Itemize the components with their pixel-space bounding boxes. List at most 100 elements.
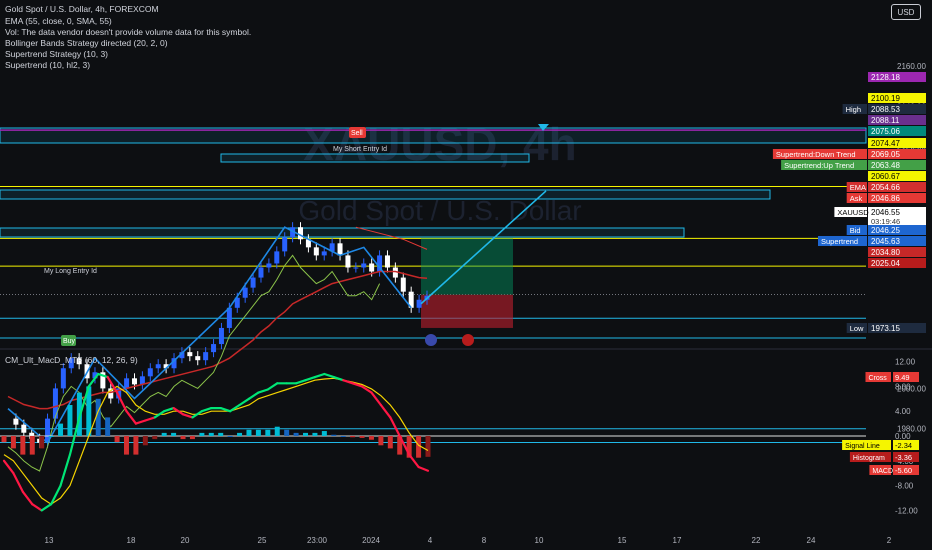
time-tick: 22 — [752, 536, 761, 545]
price-label-name-box — [781, 160, 867, 170]
price-label-box — [868, 72, 926, 82]
indicator-volume[interactable]: Vol: The data vendor doesn't provide vol… — [5, 27, 252, 37]
short-entry-label: My Short Entry Id — [333, 146, 387, 153]
macd-line-segment — [247, 391, 260, 400]
price-label-value: 1973.15 — [871, 324, 900, 333]
candle-body — [258, 267, 264, 278]
supertrend-up-line — [7, 254, 381, 472]
indicator-supertrend[interactable]: Supertrend (10, hl2, 3) — [5, 60, 91, 70]
macd-line-segment — [351, 382, 364, 388]
candle-body — [313, 247, 319, 256]
price-label-value: 2054.66 — [871, 183, 900, 192]
stop-zone — [421, 294, 513, 328]
trend-arrow-head — [538, 124, 549, 131]
price-label-value: 2045.63 — [871, 237, 900, 246]
macd-histogram-bar — [180, 436, 186, 440]
candle-body — [108, 388, 114, 399]
price-label-name-box — [846, 323, 867, 333]
macd-histogram-bar — [312, 432, 318, 436]
price-tick: 1980.00 — [897, 425, 926, 434]
macd-histogram-bar — [359, 436, 365, 438]
price-label-lvl2025: 2025.04 — [868, 258, 926, 268]
supertrend-down-line — [355, 226, 428, 250]
macd-histogram-bar — [406, 436, 412, 458]
indicator-ema[interactable]: EMA (55, close, 0, SMA, 55) — [5, 16, 112, 26]
macd-line-segment — [342, 379, 354, 385]
macd-histogram-bar — [208, 432, 214, 436]
candle-body — [329, 243, 335, 252]
macd-label-name-box — [869, 465, 891, 475]
currency-button[interactable]: USD — [891, 4, 921, 20]
macd-line-segment — [191, 410, 203, 419]
price-label-y2: 2074.47 — [868, 138, 926, 148]
candle-body — [305, 239, 311, 248]
chart-title: Gold Spot / U.S. Dollar, 4h, FOREXCOM — [5, 4, 159, 14]
price-label-box — [868, 149, 926, 159]
macd-label-value: -3.36 — [895, 453, 912, 462]
macd-line-segment — [153, 410, 166, 419]
macd-line-segment — [266, 382, 279, 391]
candle-body — [250, 277, 256, 288]
macd-label-name-box — [849, 452, 891, 462]
macd-label: 9.49 Cross — [865, 372, 919, 382]
candle-body — [100, 372, 106, 389]
macd-line-segment — [417, 465, 430, 472]
macd-histogram-bar — [368, 436, 374, 440]
profit-zone — [421, 238, 513, 295]
time-tick: 2024 — [362, 536, 380, 545]
trend-arrow — [420, 190, 547, 305]
macd-line-segment — [332, 376, 345, 382]
macd-label-name: Signal Line — [845, 443, 880, 450]
macd-histogram-bar — [321, 431, 327, 436]
macd-line-segment — [87, 372, 100, 388]
macd-histogram-bar — [20, 436, 26, 455]
indicator-supertrend-strategy[interactable]: Supertrend Strategy (10, 3) — [5, 49, 109, 59]
price-label-name-box — [834, 207, 867, 217]
price-label-y3: 2060.67 — [868, 171, 926, 181]
long-entry-label: My Long Entry Id — [44, 268, 97, 275]
time-tick: 15 — [618, 536, 627, 545]
price-label-name-box — [818, 236, 867, 246]
price-label-value: 2063.48 — [871, 161, 900, 170]
macd-line-segment — [59, 453, 72, 487]
macd-line-segment — [257, 388, 269, 394]
sell-signal-box — [349, 127, 366, 138]
time-tick: 25 — [258, 536, 267, 545]
price-label-name: Ask — [850, 194, 863, 203]
candle-body — [377, 255, 383, 272]
macd-histogram-bar — [48, 436, 54, 437]
candle-body — [242, 287, 248, 298]
candle-body — [211, 344, 217, 353]
macd-histogram-bar — [265, 429, 271, 436]
macd-histogram-bar — [86, 386, 92, 436]
price-label-box — [868, 104, 926, 114]
zone-box — [0, 227, 685, 238]
price-label-high: 2088.53 High — [842, 104, 926, 114]
price-label-value: 2046.86 — [871, 194, 900, 203]
candle-body — [384, 255, 390, 268]
macd-line-segment — [21, 490, 34, 506]
price-label-box — [868, 207, 926, 225]
candle-body — [290, 227, 296, 238]
macd-label-value-box — [893, 465, 919, 475]
macd-signal-line — [3, 377, 429, 505]
macd-line-segment — [97, 372, 109, 379]
indicator-bollinger[interactable]: Bollinger Bands Strategy directed (20, 2… — [5, 38, 168, 48]
price-tick: 2000.00 — [897, 384, 926, 393]
macd-histogram-bar — [350, 436, 356, 438]
price-label-box — [868, 182, 926, 192]
macd-histogram-bar — [255, 429, 261, 436]
watermark-symbol: XAUUSD, 4h — [303, 118, 576, 170]
macd-histogram-bar — [199, 432, 205, 436]
price-label-box — [868, 258, 926, 268]
price-label-lvl2075: 2075.06 — [868, 126, 926, 136]
price-label-value: 2025.04 — [871, 259, 900, 268]
candle-body — [416, 299, 422, 308]
macd-line-segment — [323, 372, 335, 379]
macd-panel-title[interactable]: CM_Ult_MacD_MTF (60, 12, 26, 9) — [5, 355, 138, 365]
price-label-name-box — [846, 182, 867, 192]
price-label-value: 2046.25 — [871, 226, 900, 235]
